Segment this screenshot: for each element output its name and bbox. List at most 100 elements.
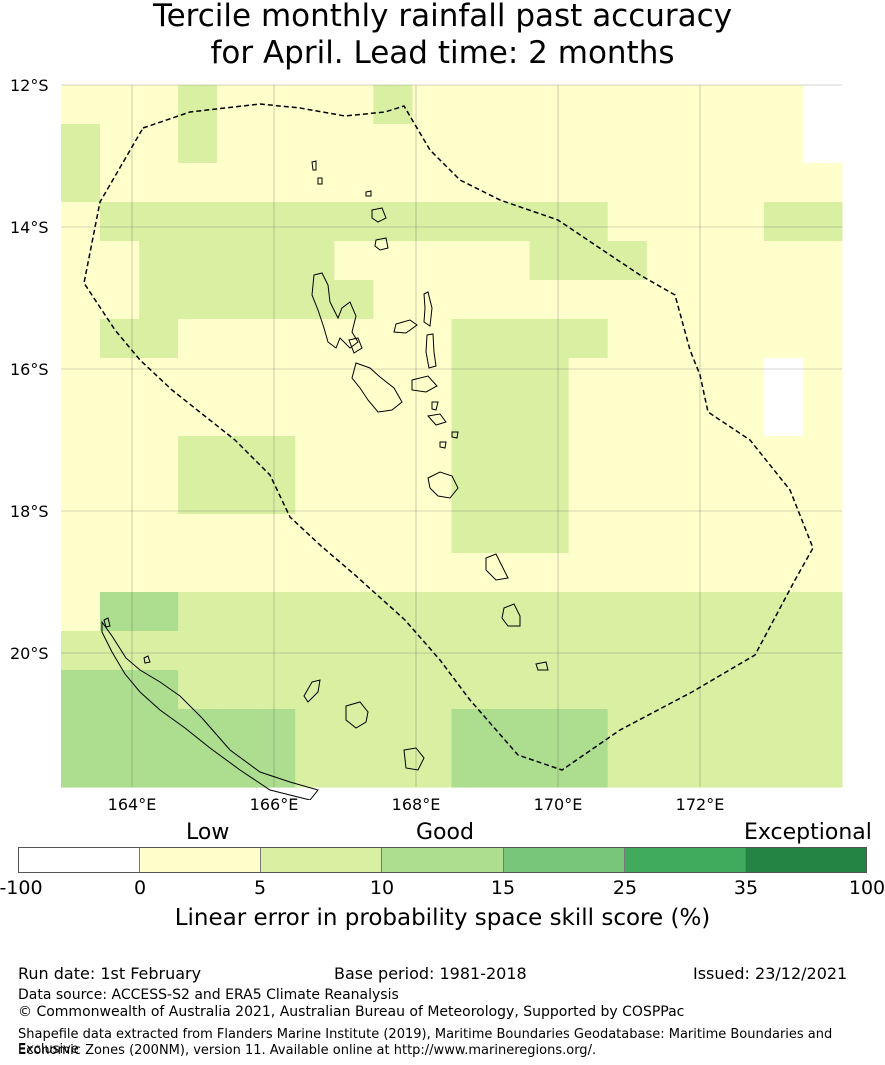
grid-cell — [61, 358, 101, 398]
grid-cell — [139, 514, 179, 554]
lat-label-18s: 18°S — [10, 502, 49, 521]
grid-cell — [451, 202, 492, 242]
grid-cell — [490, 670, 531, 710]
grid-cell — [412, 748, 452, 788]
grid-cell — [412, 631, 452, 671]
grid-cell — [646, 436, 687, 476]
grid-cell — [646, 202, 687, 242]
grid-cell — [217, 85, 257, 125]
grid-cell — [295, 85, 335, 125]
grid-cell — [724, 358, 765, 398]
grid-cell — [217, 709, 257, 749]
grid-cell — [61, 475, 101, 515]
grid-cell — [685, 85, 726, 125]
grid-cell — [802, 631, 843, 671]
grid-cell — [412, 85, 452, 125]
colorbar-tick: 100 — [848, 877, 885, 899]
grid-cell — [451, 631, 492, 671]
grid-cell — [373, 475, 413, 515]
grid-cell — [724, 553, 765, 593]
grid-cell — [256, 163, 296, 203]
data-source: Data source: ACCESS-S2 and ERA5 Climate … — [18, 987, 399, 1003]
grid-cell — [802, 514, 843, 554]
grid-cell — [100, 280, 140, 320]
grid-cell — [373, 163, 413, 203]
grid-cell — [217, 358, 257, 398]
grid-cell — [646, 319, 687, 359]
grid-cell — [724, 280, 765, 320]
grid-cell — [529, 631, 570, 671]
colorbar-category-low: Low — [186, 820, 230, 845]
grid-cell — [685, 358, 726, 398]
grid-cell — [451, 280, 492, 320]
grid-cell — [451, 748, 492, 788]
grid-cell — [724, 163, 765, 203]
grid-cell — [490, 748, 531, 788]
colorbar-tick: 15 — [490, 877, 516, 899]
lon-label-170e: 170°E — [533, 795, 583, 814]
grid-cell — [685, 475, 726, 515]
grid-cell — [217, 124, 257, 164]
grid-cell — [802, 163, 843, 203]
grid-cell — [373, 280, 413, 320]
grid-cell — [217, 280, 257, 320]
colorbar-segment — [19, 848, 141, 872]
grid-cell — [568, 592, 609, 632]
grid-cell — [100, 436, 140, 476]
grid-cell — [763, 592, 804, 632]
grid-cell — [256, 397, 296, 437]
grid-cell — [295, 436, 335, 476]
grid-cell — [295, 475, 335, 515]
grid-cell — [217, 241, 257, 281]
grid-cell — [61, 85, 101, 125]
island-ambae — [393, 319, 418, 334]
grid-cell — [256, 124, 296, 164]
grid-cell — [568, 358, 609, 398]
grid-cell — [451, 241, 492, 281]
grid-cell — [802, 709, 843, 749]
grid-cell — [178, 436, 218, 476]
grid-cell — [802, 748, 843, 788]
grid-cell — [646, 475, 687, 515]
grid-cell — [607, 202, 648, 242]
grid-cell — [490, 592, 531, 632]
grid-cell — [802, 202, 843, 242]
grid-cell — [529, 280, 570, 320]
grid-cell — [139, 670, 179, 710]
grid-cell — [724, 475, 765, 515]
island-loyalty-ouvea — [303, 679, 321, 703]
grid-cell — [802, 553, 843, 593]
grid-cell — [373, 358, 413, 398]
grid-cell — [685, 319, 726, 359]
colorbar-category-exceptional: Exceptional — [744, 820, 872, 845]
colorbar-tick: 10 — [369, 877, 395, 899]
grid-cell — [763, 631, 804, 671]
grid-cell — [334, 124, 374, 164]
grid-cell — [373, 319, 413, 359]
grid-cell — [802, 436, 843, 476]
colorbar-label: Linear error in probability space skill … — [174, 905, 711, 931]
grid-cell — [646, 592, 687, 632]
grid-cell — [451, 163, 492, 203]
grid-cell — [295, 124, 335, 164]
grid-cell — [295, 202, 335, 242]
grid-cell — [802, 670, 843, 710]
shapefile-credit-line2: Economic Zones (200NM), version 11. Avai… — [18, 1043, 597, 1058]
grid-cell — [685, 202, 726, 242]
grid-cell — [256, 475, 296, 515]
grid-cell — [139, 709, 179, 749]
grid-cell — [178, 241, 218, 281]
grid-cell — [607, 85, 648, 125]
grid-cell — [529, 436, 570, 476]
run-date: Run date: 1st February — [18, 964, 202, 983]
grid-cell — [607, 670, 648, 710]
grid-cell — [451, 670, 492, 710]
grid-cell — [685, 631, 726, 671]
grid-cell — [490, 553, 531, 593]
grid-cell — [529, 709, 570, 749]
colorbar-segment — [140, 848, 262, 872]
lon-label-172e: 172°E — [675, 795, 725, 814]
chart-title-line1: Tercile monthly rainfall past accuracy — [152, 0, 733, 34]
grid-cell — [529, 592, 570, 632]
grid-cell — [178, 358, 218, 398]
